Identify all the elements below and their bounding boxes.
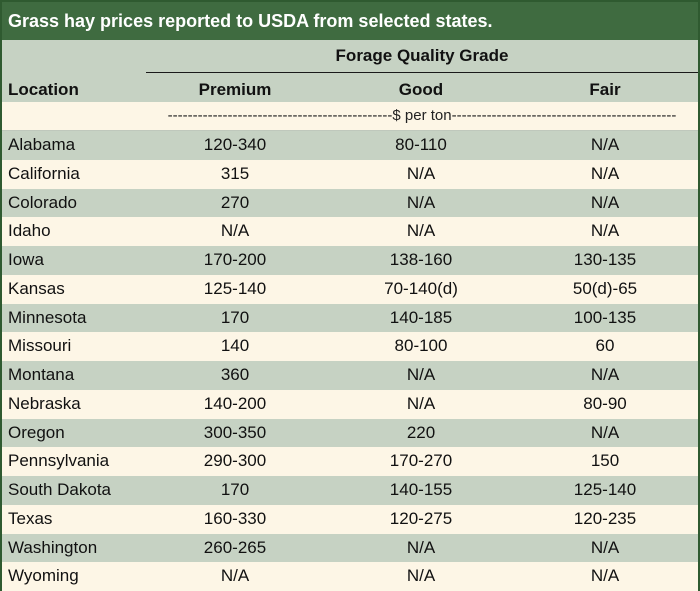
good-price-cell: N/A	[406, 365, 436, 384]
table-row: Colorado 270 N/A N/A	[2, 188, 698, 218]
good-price-cell: N/A	[406, 163, 436, 183]
table-row: Texas 160-330 120-275 120-235	[2, 504, 698, 534]
good-price-cell: 70-140(d)	[384, 278, 458, 298]
fair-price-cell: N/A	[590, 422, 620, 442]
location-cell: Pennsylvania	[8, 451, 110, 471]
location-cell: South Dakota	[8, 480, 112, 499]
location-cell: Minnesota	[8, 307, 87, 327]
premium-price-cell: 260-265	[203, 537, 267, 557]
good-price-cell: 80-110	[395, 135, 447, 154]
fair-price-cell: N/A	[590, 135, 620, 154]
fair-column-header: Fair	[589, 80, 621, 99]
location-cell: Texas	[8, 508, 53, 528]
location-cell: Iowa	[8, 250, 44, 269]
premium-price-cell: 170-200	[203, 250, 267, 269]
table-row: Missouri 140 80-100 60	[2, 332, 698, 361]
premium-price-cell: 120-340	[203, 135, 267, 154]
table-body: Alabama 120-340 80-110 N/A California 315 N/A N…	[2, 131, 698, 591]
location-cell: Kansas	[8, 278, 65, 298]
good-price-cell: 220	[406, 422, 436, 442]
premium-price-cell: 300-350	[203, 422, 267, 442]
fair-price-cell: 125-140	[573, 480, 637, 499]
premium-price-cell: 170	[220, 480, 250, 499]
table-row: Wyoming N/A N/A N/A	[2, 562, 698, 591]
premium-price-cell: 140	[220, 336, 250, 356]
premium-price-cell: 125-140	[203, 278, 267, 298]
unit-label: ----------------------------------------…	[167, 107, 677, 124]
fair-price-cell: 100-135	[573, 307, 637, 327]
premium-price-cell: 160-330	[203, 508, 267, 528]
location-cell: Missouri	[8, 336, 72, 356]
table-row: Kansas 125-140 70-140(d) 50(d)-65	[2, 274, 698, 304]
premium-price-cell: 270	[220, 192, 250, 212]
table-row: South Dakota 170 140-155 125-140	[2, 476, 698, 505]
fair-price-cell: 60	[595, 336, 615, 356]
location-column-header: Location	[8, 80, 79, 99]
premium-price-cell: 290-300	[203, 451, 267, 471]
premium-price-cell: 315	[220, 163, 250, 183]
good-price-cell: 138-160	[389, 250, 453, 269]
unit-row: ----------------------------------------…	[2, 102, 698, 131]
table-row: Alabama 120-340 80-110 N/A	[2, 131, 698, 160]
table-row: California 315 N/A N/A	[2, 159, 698, 189]
fair-price-cell: N/A	[590, 221, 620, 241]
table-row: Nebraska 140-200 N/A 80-90	[2, 389, 698, 419]
table-header: Forage Quality Grade Location Premium Go…	[2, 40, 698, 102]
location-cell: Colorado	[8, 192, 77, 212]
fair-price-cell: N/A	[590, 365, 620, 384]
table-row: Washington 260-265 N/A N/A	[2, 533, 698, 563]
location-cell: Washington	[8, 537, 98, 557]
fair-price-cell: 120-235	[573, 508, 637, 528]
location-cell: Alabama	[8, 135, 76, 154]
good-price-cell: N/A	[406, 393, 436, 413]
fair-price-cell: 80-90	[583, 393, 627, 413]
table-row: Idaho N/A N/A N/A	[2, 217, 698, 246]
table-row: Minnesota 170 140-185 100-135	[2, 303, 698, 333]
premium-price-cell: 140-200	[203, 393, 267, 413]
fair-price-cell: N/A	[590, 537, 620, 557]
fair-price-cell: 150	[590, 451, 620, 471]
good-column-header: Good	[398, 80, 444, 99]
good-price-cell: N/A	[406, 221, 436, 241]
good-price-cell: N/A	[406, 566, 436, 586]
location-cell: Wyoming	[8, 566, 79, 586]
table-row: Pennsylvania 290-300 170-270 150	[2, 447, 698, 476]
good-price-cell: 140-185	[389, 307, 453, 327]
good-price-cell: N/A	[406, 192, 436, 212]
good-price-cell: 140-155	[389, 480, 453, 499]
location-cell: Oregon	[8, 422, 65, 442]
premium-column-header: Premium	[198, 80, 272, 99]
location-cell: Montana	[8, 365, 75, 384]
header-divider	[146, 72, 698, 73]
location-cell: California	[8, 163, 80, 183]
premium-price-cell: 360	[220, 365, 250, 384]
premium-price-cell: N/A	[220, 221, 250, 241]
location-cell: Idaho	[8, 221, 51, 241]
good-price-cell: N/A	[406, 537, 436, 557]
fair-price-cell: 130-135	[573, 250, 637, 269]
fair-price-cell: N/A	[590, 163, 620, 183]
fair-price-cell: N/A	[590, 566, 620, 586]
table-row: Iowa 170-200 138-160 130-135	[2, 246, 698, 275]
fair-price-cell: N/A	[590, 192, 620, 212]
good-price-cell: 170-270	[389, 451, 453, 471]
table-row: Montana 360 N/A N/A	[2, 361, 698, 390]
fair-price-cell: 50(d)-65	[572, 278, 638, 298]
location-cell: Nebraska	[8, 393, 81, 413]
table-title: Grass hay prices reported to USDA from s…	[2, 2, 698, 40]
table-row: Oregon 300-350 220 N/A	[2, 418, 698, 448]
premium-price-cell: 170	[220, 307, 250, 327]
forage-quality-grade-header: Forage Quality Grade	[335, 46, 509, 65]
premium-price-cell: N/A	[220, 566, 250, 586]
good-price-cell: 80-100	[394, 336, 448, 356]
good-price-cell: 120-275	[389, 508, 453, 528]
